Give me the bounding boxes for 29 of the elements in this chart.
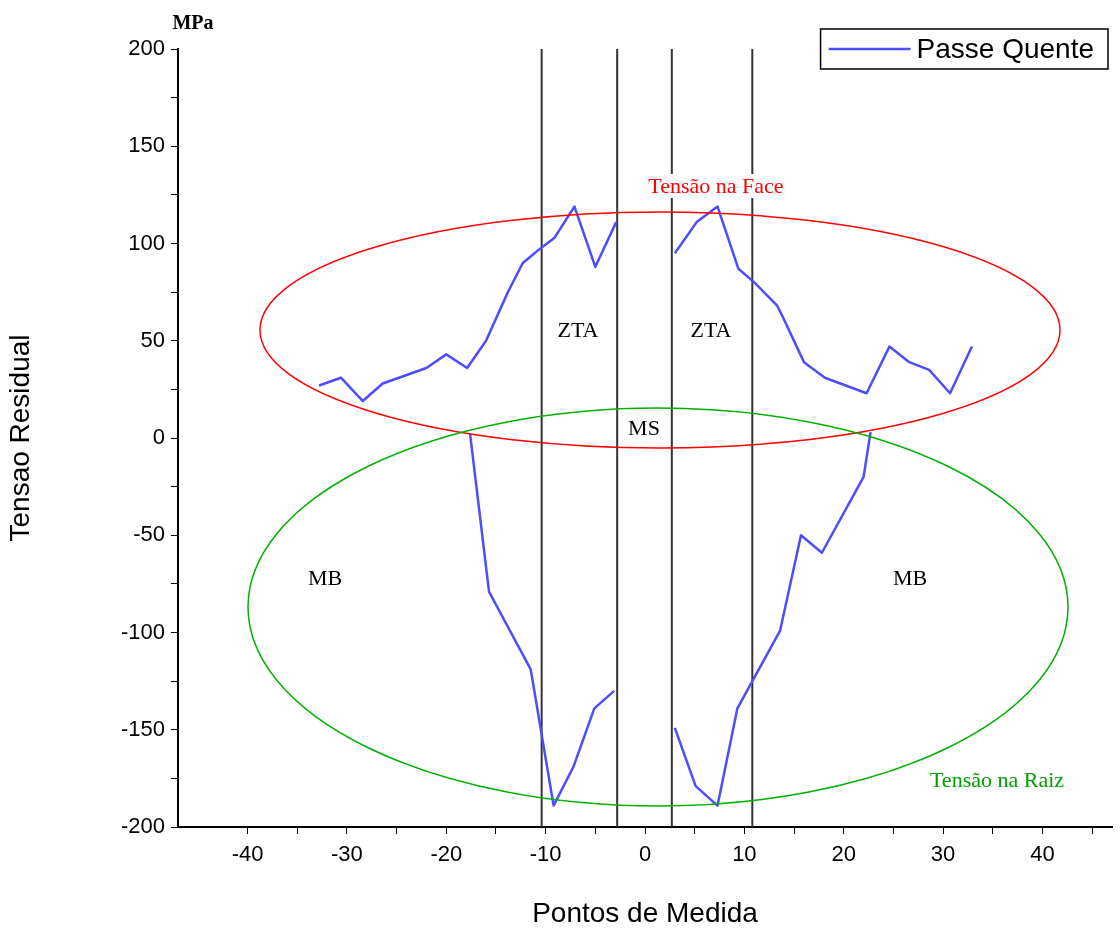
annotation: ZTA xyxy=(688,317,734,342)
y-tick-label: -100 xyxy=(120,618,165,644)
y-tick-label: 50 xyxy=(140,326,165,352)
y-tick-label: -200 xyxy=(120,813,165,839)
annotation: Tensão na Face xyxy=(646,173,786,198)
x-tick-label: -40 xyxy=(231,841,264,867)
y-tick-label: -50 xyxy=(133,521,165,547)
y-tick-label: 150 xyxy=(128,132,165,158)
y-tick-label: 100 xyxy=(128,229,165,255)
annotation: MS xyxy=(626,415,662,440)
y-tick-label: 0 xyxy=(152,424,165,450)
x-tick-label: 0 xyxy=(638,841,652,867)
x-tick-label: 40 xyxy=(1030,841,1055,867)
legend-label: Passe Quente xyxy=(916,32,1095,64)
x-axis-title: Pontos de Medida xyxy=(532,896,759,928)
y-axis-title: Tensao Residual xyxy=(3,334,35,542)
x-tick-label: -20 xyxy=(430,841,463,867)
x-tick-label: -30 xyxy=(331,841,363,867)
x-tick-label: -10 xyxy=(529,841,562,867)
y-tick-label: 200 xyxy=(128,35,165,61)
x-tick-label: 10 xyxy=(732,841,757,867)
x-tick-label: 20 xyxy=(831,841,856,867)
text: MPa xyxy=(170,11,216,33)
annotation: MB xyxy=(890,565,930,590)
annotation: MB xyxy=(305,565,345,590)
annotation: ZTA xyxy=(555,317,601,342)
annotation: Tensão na Raiz xyxy=(927,767,1067,792)
y-tick-label: -150 xyxy=(120,715,165,741)
x-tick-label: 30 xyxy=(930,841,956,867)
